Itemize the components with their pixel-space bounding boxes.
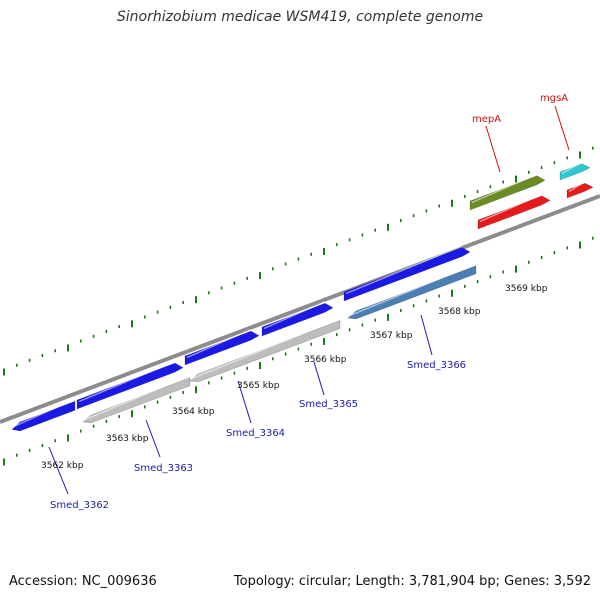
cds-red-2-highlight <box>568 181 586 193</box>
gene-label: Smed_3363 <box>134 463 193 474</box>
gene-label: Smed_3365 <box>299 399 358 410</box>
cds-grey-2-highlight <box>191 321 333 380</box>
cds-grey-2 <box>189 320 341 383</box>
feature-tracks <box>11 161 594 432</box>
cds-red-2 <box>566 181 594 199</box>
cds-smed-3364 <box>184 328 260 366</box>
cds-smed-3364-body <box>184 330 260 366</box>
cds-mgsA-body <box>559 163 591 181</box>
ruler-labels: 3562 kbp 3563 kbp 3564 kbp 3565 kbp 3566 kbp… <box>41 284 548 471</box>
map-title: Sinorhizobium medicae WSM419, complete g… <box>116 9 484 25</box>
gene-label: Smed_3366 <box>407 360 466 371</box>
cds-smed-3363 <box>76 360 184 410</box>
cds-grey-2-body <box>189 320 341 383</box>
cds-steel-body <box>347 265 477 320</box>
ruler-label: 3567 kbp <box>370 331 413 341</box>
callout-line <box>237 380 252 424</box>
genome-backbone <box>0 194 600 424</box>
cds-grey-1-highlight <box>84 378 183 421</box>
cds-smed-3362 <box>11 400 76 432</box>
inner-tick-ring <box>3 236 594 466</box>
cds-steel <box>347 265 477 320</box>
callout-line <box>145 419 161 458</box>
cds-smed-3365 <box>261 301 334 337</box>
ruler-label: 3569 kbp <box>505 284 548 294</box>
gene-label: mepA <box>472 114 501 125</box>
cds-red-1-highlight <box>479 193 543 223</box>
ruler-label: 3563 kbp <box>106 434 149 444</box>
cds-grey-1 <box>82 377 191 424</box>
cds-red-1 <box>477 193 551 230</box>
ruler-label: 3566 kbp <box>304 355 347 365</box>
cds-mepA <box>469 173 546 211</box>
cds-smed-3366-body <box>343 247 471 302</box>
cds-smed-3365-highlight <box>263 301 326 330</box>
callout-line <box>420 314 433 356</box>
callout-line <box>313 361 325 396</box>
cds-steel-highlight <box>349 266 469 317</box>
cds-smed-3362-highlight <box>13 402 68 428</box>
ruler-label: 3562 kbp <box>41 461 84 471</box>
cds-smed-3363-body <box>76 362 184 410</box>
cds-mgsA <box>559 161 591 181</box>
ruler-label: 3568 kbp <box>438 307 481 317</box>
gene-label: mgsA <box>540 93 568 104</box>
cds-mgsA-highlight <box>561 161 583 175</box>
cds-mepA-highlight <box>471 173 538 204</box>
gene-callouts: Smed_3362 Smed_3363 Smed_3364 Smed_3365 Smed… <box>48 93 570 511</box>
cds-smed-3365-body <box>261 302 334 337</box>
outer-tick-ring <box>3 146 594 376</box>
cds-smed-3366 <box>343 245 471 302</box>
cds-mepA-body <box>469 175 546 211</box>
cds-smed-3363-highlight <box>78 360 176 403</box>
gene-label: Smed_3364 <box>226 428 285 439</box>
genome-summary-text: Topology: circular; Length: 3,781,904 bp… <box>233 574 591 589</box>
callout-line <box>485 125 501 173</box>
cds-smed-3366-highlight <box>345 245 463 295</box>
cds-red-1-body <box>477 195 551 230</box>
ruler-label: 3564 kbp <box>172 407 215 417</box>
accession-text: Accession: NC_009636 <box>9 574 157 589</box>
cds-smed-3362-body <box>11 400 76 432</box>
callout-line <box>554 105 570 151</box>
cds-grey-1-body <box>82 377 191 424</box>
gene-label: Smed_3362 <box>50 500 109 511</box>
callout-line <box>48 446 69 495</box>
cds-smed-3364-highlight <box>186 328 252 359</box>
ruler-label: 3565 kbp <box>237 381 280 391</box>
